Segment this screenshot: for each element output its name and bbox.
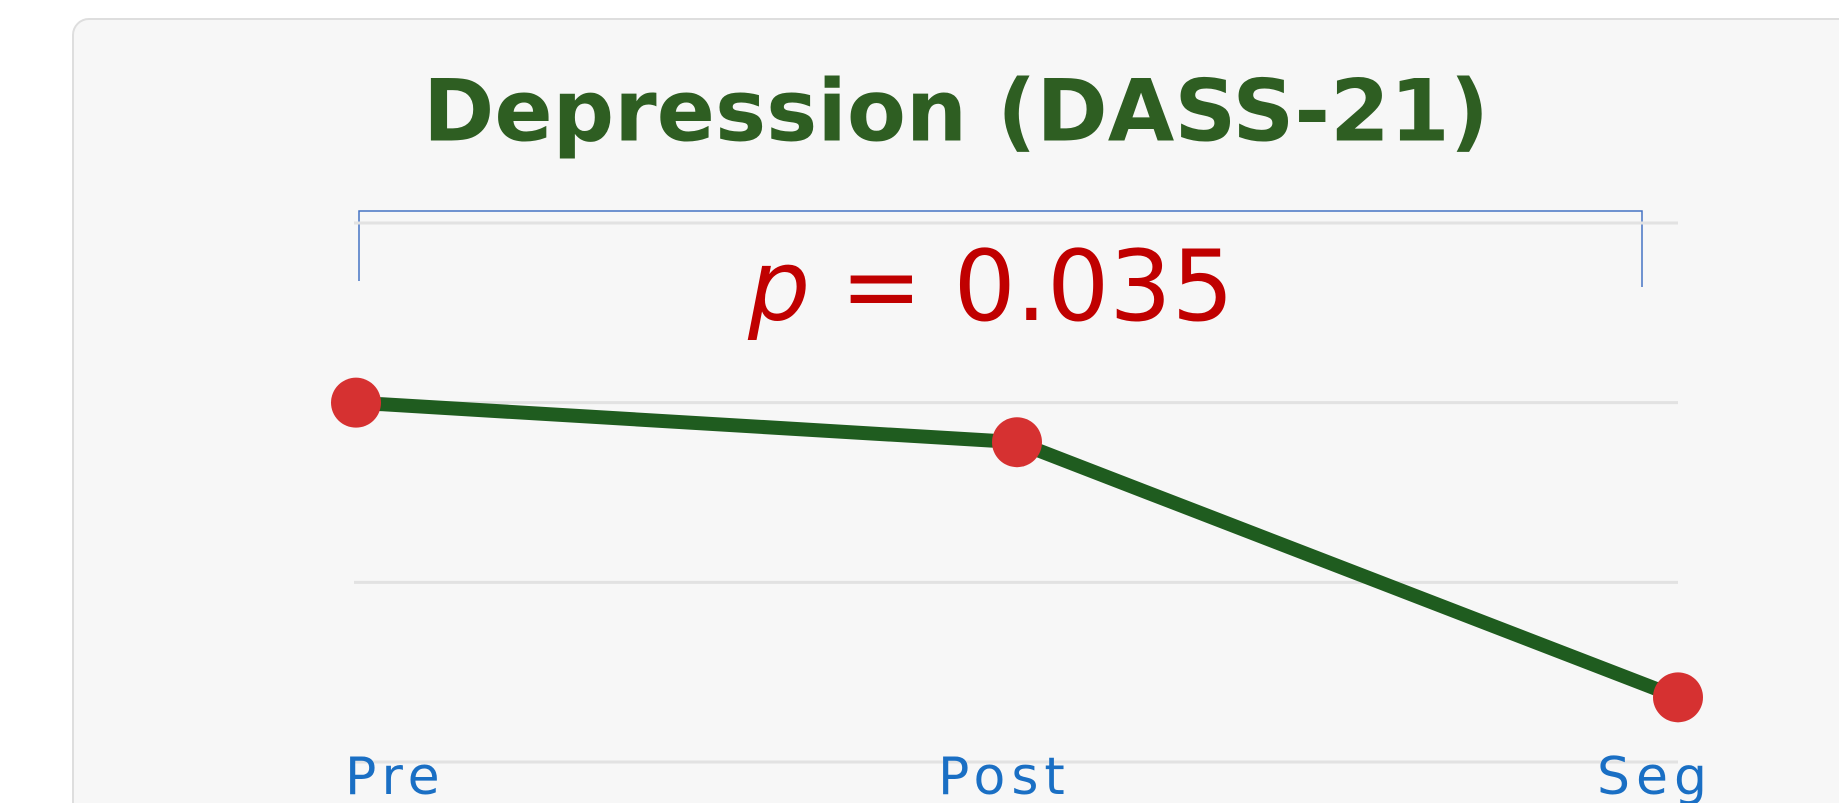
p-annotation: p = 0.035 <box>747 230 1234 344</box>
significance-bracket <box>358 210 1643 287</box>
chart-title: Depression (DASS-21) <box>423 61 1489 161</box>
p-symbol: p <box>747 230 810 344</box>
x-tick-label: Pre <box>345 747 446 803</box>
data-point <box>1653 672 1703 723</box>
data-point <box>992 417 1042 468</box>
data-point <box>331 377 381 428</box>
x-tick-label: Seg <box>1597 747 1713 803</box>
card <box>72 18 1839 803</box>
p-value: = 0.035 <box>840 230 1234 344</box>
x-tick-label: Post <box>938 747 1071 803</box>
